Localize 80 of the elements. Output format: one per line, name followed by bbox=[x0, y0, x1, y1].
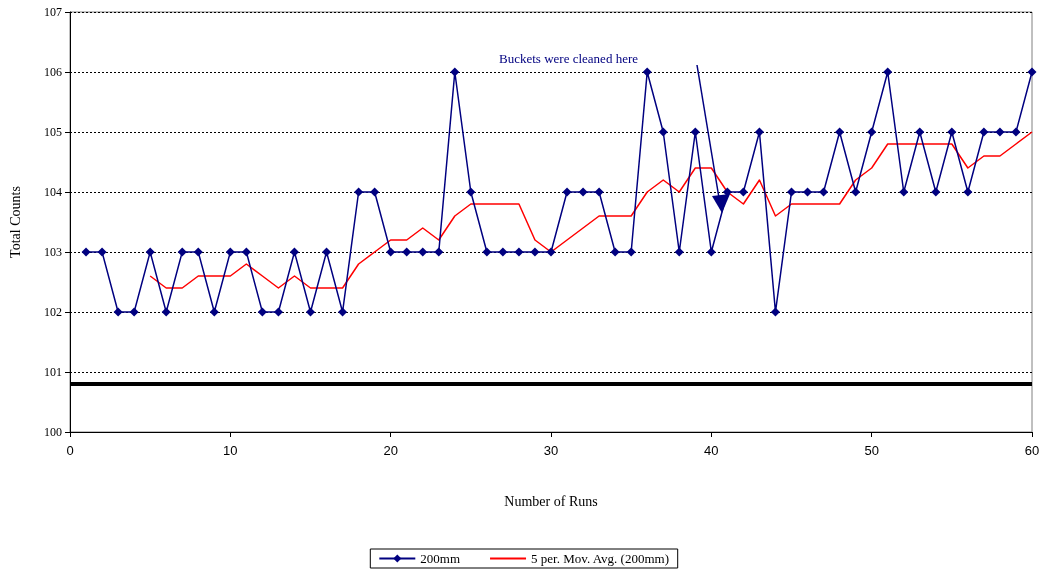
point bbox=[738, 187, 748, 197]
point bbox=[658, 127, 668, 137]
point bbox=[931, 187, 941, 197]
point bbox=[450, 67, 460, 77]
point bbox=[97, 247, 107, 257]
point bbox=[514, 247, 524, 257]
point bbox=[482, 247, 492, 257]
point bbox=[674, 247, 684, 257]
point bbox=[354, 187, 364, 197]
point bbox=[386, 247, 396, 257]
point bbox=[113, 307, 123, 317]
point bbox=[273, 307, 283, 317]
point bbox=[129, 307, 139, 317]
point bbox=[883, 67, 893, 77]
point bbox=[81, 247, 91, 257]
point bbox=[1027, 67, 1037, 77]
y-axis-title: Total Counts bbox=[7, 186, 23, 258]
y-tick-label: 104 bbox=[44, 185, 62, 199]
point bbox=[947, 127, 957, 137]
point bbox=[370, 187, 380, 197]
point bbox=[963, 187, 973, 197]
point bbox=[418, 247, 428, 257]
point bbox=[145, 247, 155, 257]
point bbox=[626, 247, 636, 257]
point bbox=[787, 187, 796, 197]
point bbox=[498, 247, 508, 257]
point bbox=[289, 247, 299, 257]
point bbox=[770, 307, 780, 317]
point bbox=[338, 307, 348, 317]
x-tick-label: 60 bbox=[1024, 443, 1040, 458]
y-tick-label: 101 bbox=[44, 365, 62, 379]
point bbox=[1011, 127, 1021, 137]
y-tick-label: 102 bbox=[44, 305, 62, 319]
point bbox=[995, 127, 1005, 137]
point bbox=[835, 127, 845, 137]
point bbox=[610, 247, 620, 257]
point bbox=[225, 247, 235, 257]
x-tick-label: 50 bbox=[864, 443, 879, 458]
x-tick-label: 0 bbox=[66, 443, 74, 458]
point bbox=[177, 247, 187, 257]
point bbox=[899, 187, 909, 197]
point bbox=[819, 187, 829, 197]
point bbox=[466, 187, 476, 197]
y-tick-label: 107 bbox=[44, 5, 62, 19]
point bbox=[241, 247, 251, 257]
x-tick-label: 20 bbox=[383, 443, 398, 458]
x-axis-title: Number of Runs bbox=[504, 493, 598, 509]
point bbox=[915, 127, 925, 137]
point bbox=[706, 247, 716, 257]
point bbox=[322, 247, 332, 257]
x-tick-label: 30 bbox=[543, 443, 559, 458]
point bbox=[257, 307, 267, 317]
annotation: Buckets were cleaned here bbox=[499, 50, 639, 66]
point bbox=[562, 187, 572, 197]
point bbox=[690, 127, 700, 137]
legend-label: 5 per. Mov. Avg. (200mm) bbox=[531, 551, 669, 566]
legend-label: 200mm bbox=[420, 551, 461, 566]
point bbox=[306, 307, 315, 317]
point bbox=[851, 187, 861, 197]
y-tick-label: 100 bbox=[44, 425, 62, 439]
point bbox=[209, 307, 219, 317]
point bbox=[754, 127, 764, 137]
y-tick-label: 103 bbox=[44, 245, 62, 259]
point bbox=[434, 247, 444, 257]
point bbox=[161, 307, 171, 317]
point bbox=[530, 247, 540, 257]
point bbox=[578, 187, 588, 197]
x-tick-label: 10 bbox=[223, 443, 238, 458]
point bbox=[546, 247, 556, 257]
point bbox=[867, 127, 877, 137]
point bbox=[193, 247, 203, 257]
y-tick-label: 106 bbox=[44, 65, 62, 79]
point bbox=[803, 187, 813, 197]
x-tick-label: 40 bbox=[704, 443, 719, 458]
point bbox=[979, 127, 989, 137]
point bbox=[594, 187, 604, 197]
point bbox=[402, 247, 412, 257]
point bbox=[642, 67, 652, 77]
line-series bbox=[149, 131, 1033, 289]
y-tick-label: 105 bbox=[44, 125, 62, 139]
